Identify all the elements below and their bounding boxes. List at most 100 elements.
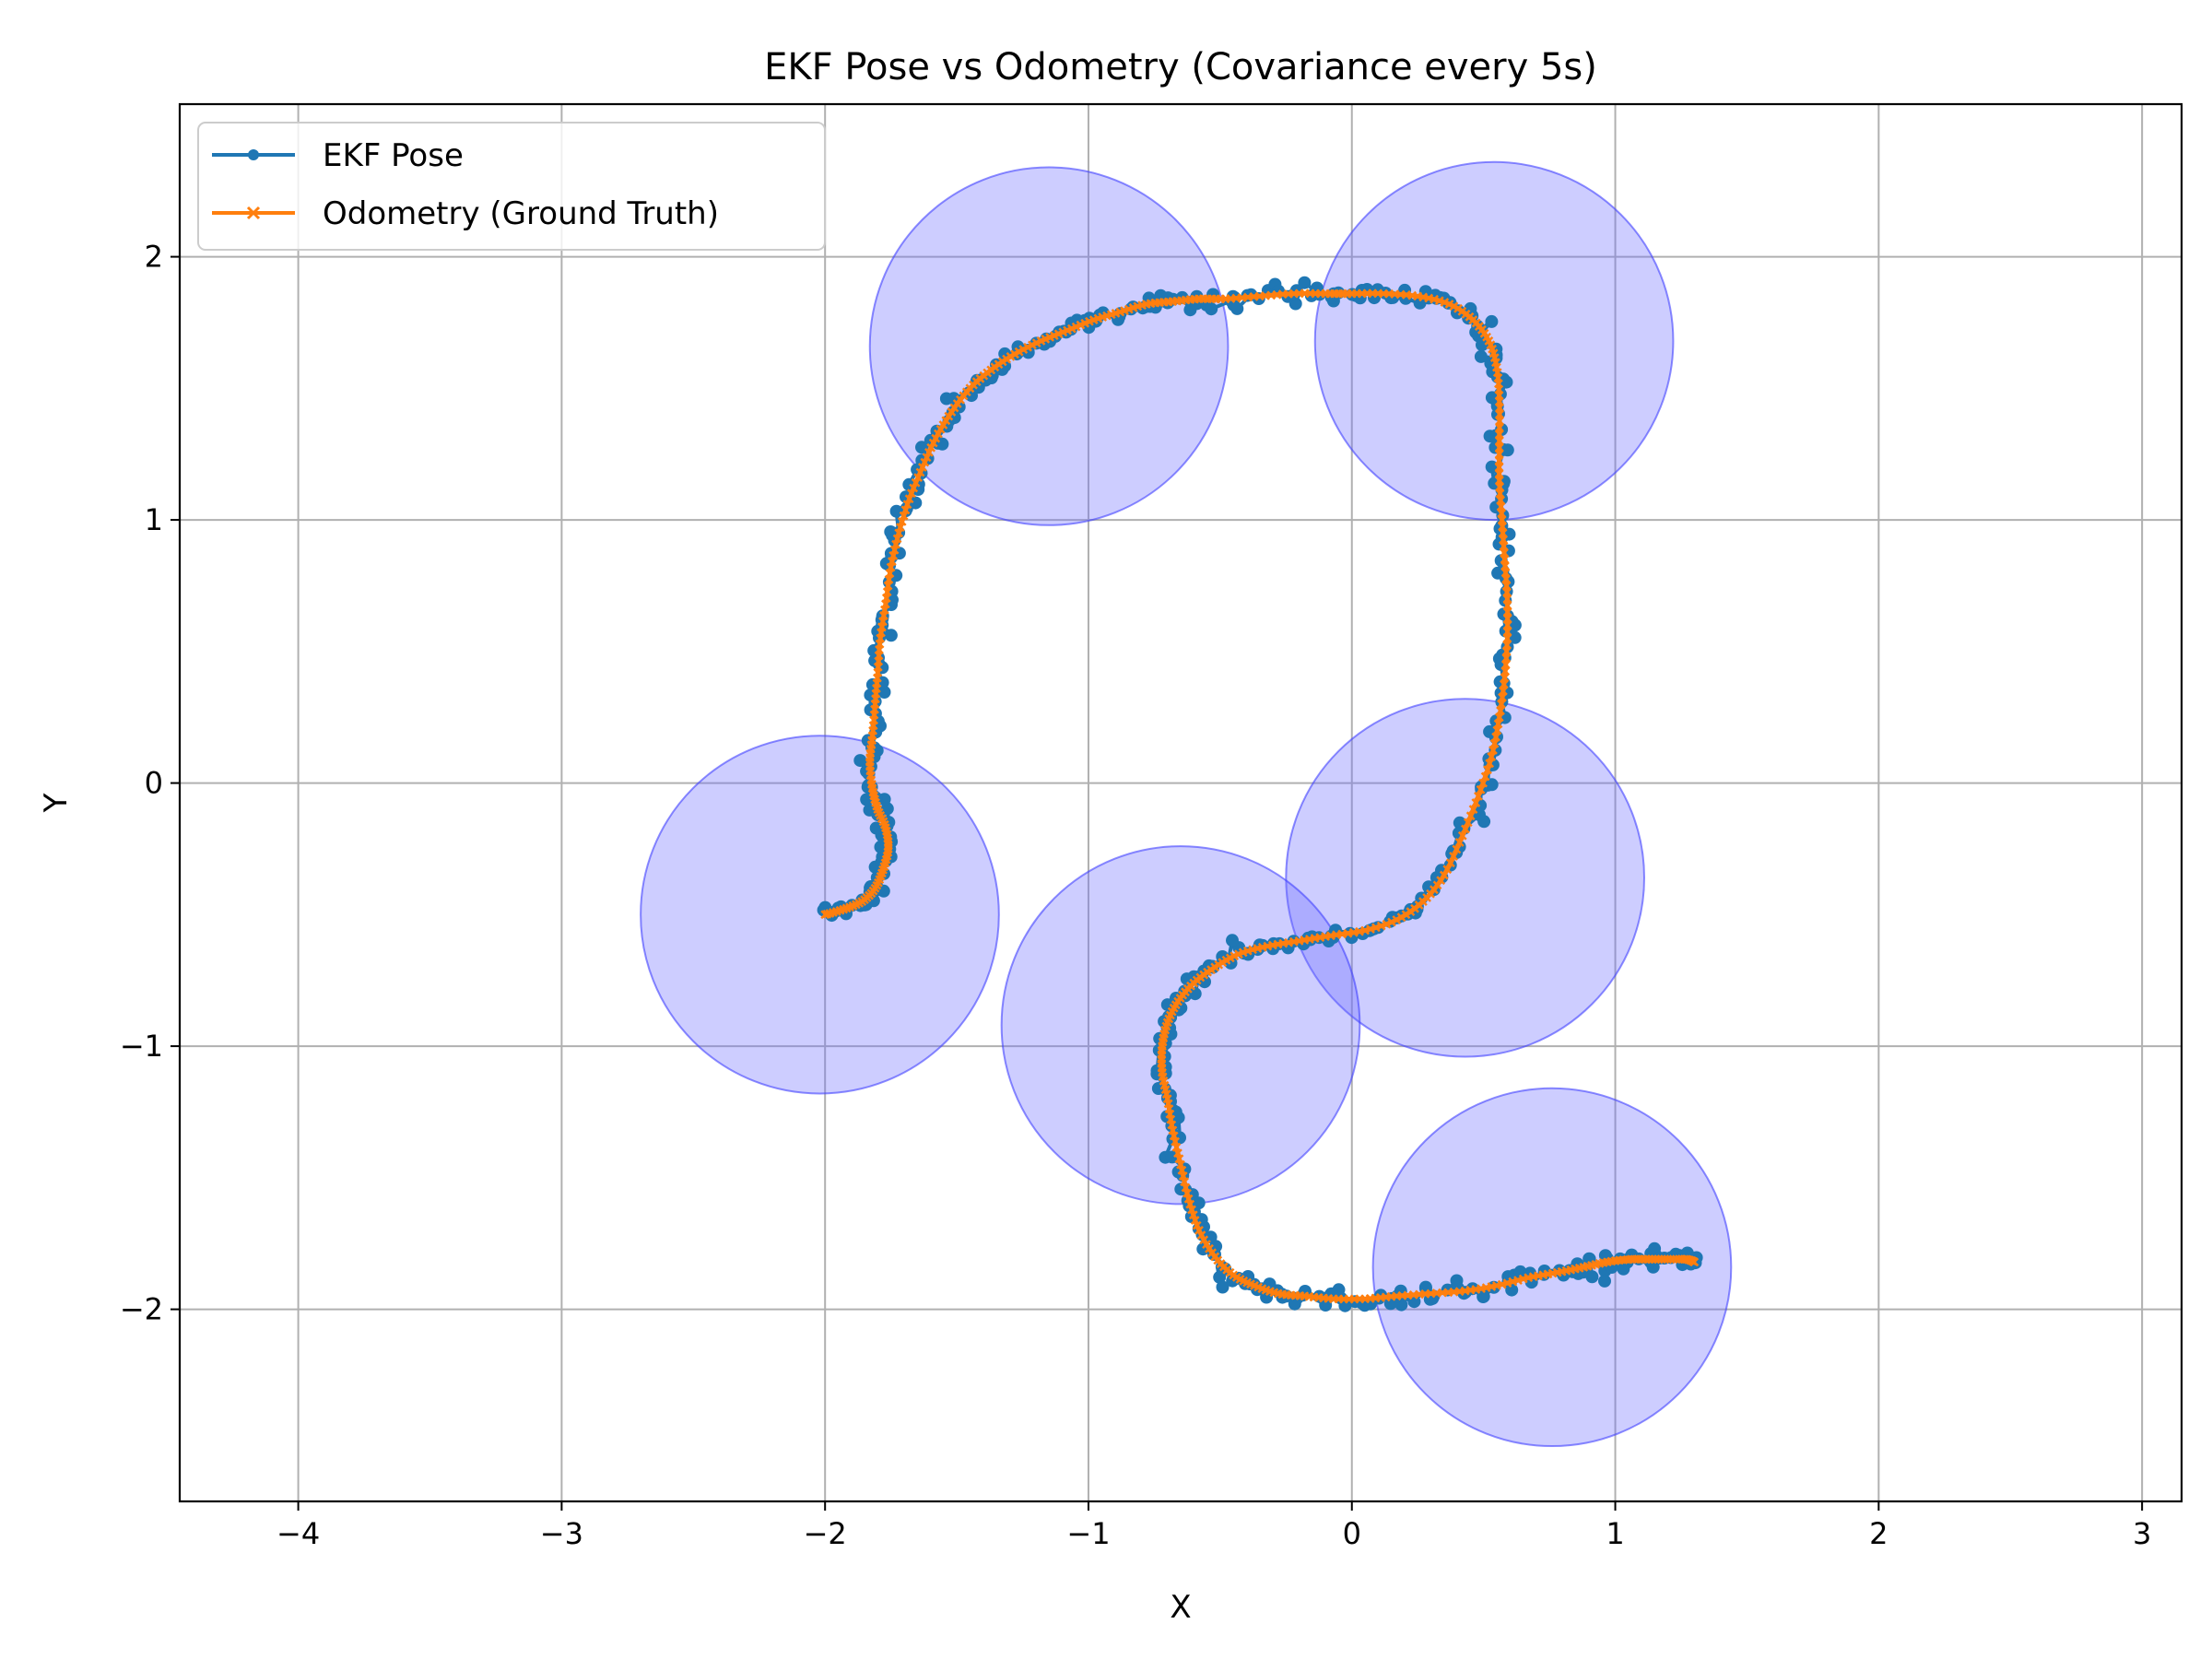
odometry-point [915, 467, 925, 477]
y-axis-label: Y [38, 793, 75, 813]
covariance-ellipses [640, 160, 1733, 1448]
y-tick-label: −1 [120, 1029, 163, 1064]
odometry-point [1444, 300, 1454, 309]
odometry-point [1499, 679, 1509, 689]
chart-title: EKF Pose vs Odometry (Covariance every 5… [764, 46, 1597, 88]
odometry-point [1192, 1220, 1202, 1230]
x-tick-label: 3 [2133, 1516, 2151, 1551]
ekf-pose-point [1213, 1270, 1227, 1284]
ekf-pose-point [1474, 349, 1488, 363]
odometry-point [909, 483, 919, 493]
odometry-point [918, 463, 927, 472]
odometry-point [1010, 349, 1019, 359]
ekf-pose-point [1485, 314, 1499, 328]
odometry-point [1494, 429, 1504, 440]
odometry-point [899, 511, 909, 521]
odometry-point [1487, 752, 1497, 761]
x-tick-label: −2 [804, 1516, 847, 1551]
odometry-point [1497, 700, 1506, 709]
covariance-ellipse [1285, 698, 1645, 1058]
grid [180, 104, 2182, 1501]
odometry-point [1488, 746, 1498, 755]
ekf-pose-point [1298, 276, 1312, 289]
odometry-point [924, 448, 934, 457]
odometry-point [1194, 1226, 1204, 1235]
series [817, 276, 1703, 1312]
x-tick-label: −1 [1066, 1516, 1110, 1551]
legend-box [197, 122, 826, 251]
odometry-point [1495, 409, 1504, 419]
ekf-pose-point [853, 754, 867, 768]
ekf-pose-point [1288, 1297, 1301, 1311]
y-tick-label: 0 [145, 766, 163, 801]
legend-ekf-label: EKF Pose [323, 137, 464, 174]
odometry-point [1401, 910, 1411, 920]
odometry-point [1387, 917, 1396, 927]
odometry-point [934, 429, 943, 439]
odometry-point [922, 453, 932, 463]
odometry-point [938, 420, 948, 429]
ekf-pose-point [1216, 1280, 1230, 1294]
odometry-point [1199, 1235, 1209, 1245]
odometry-point [897, 517, 907, 526]
covariance-ellipse [1313, 160, 1675, 522]
odometry-point [1465, 811, 1476, 821]
covariance-ellipse [1371, 1087, 1733, 1448]
x-axis-label: X [1170, 1589, 1191, 1626]
odometry-point [1496, 706, 1505, 715]
x-tick-label: 2 [1869, 1516, 1888, 1551]
ekf-pose-point [1180, 972, 1194, 986]
odometry-point [902, 500, 912, 510]
y-tick-label: 2 [145, 240, 163, 275]
odometry-point [904, 494, 914, 504]
odometry-point [1014, 347, 1024, 357]
ekf-pose-point [1485, 778, 1499, 792]
y-tick-label: 1 [145, 502, 163, 537]
odometry-point [1006, 352, 1016, 361]
ekf-pose-point [1505, 1283, 1519, 1297]
odometry-point [1457, 830, 1467, 841]
ticks: −4 −3 −2 −1 0 1 2 3 −2 −1 0 1 2 [120, 240, 2151, 1551]
ekf-pose-point [884, 629, 898, 642]
odometry-point [1478, 778, 1488, 788]
x-tick-label: 1 [1606, 1516, 1624, 1551]
odometry-point [1498, 692, 1507, 702]
odometry-point [1494, 436, 1504, 446]
odometry-point [1476, 784, 1486, 794]
odometry-point [1491, 732, 1500, 742]
odometry-point [894, 528, 904, 538]
ekf-pose-point [1500, 375, 1513, 389]
x-tick-label: −3 [540, 1516, 583, 1551]
ekf-pose-point [1598, 1274, 1611, 1288]
odometry-point [907, 488, 916, 499]
legend-odometry-marker [246, 206, 261, 220]
x-tick-label: −4 [276, 1516, 320, 1551]
odometry-point [1468, 805, 1478, 814]
ekf-pose-point [889, 569, 903, 582]
plot-frame [178, 102, 2183, 1503]
ekf-pose-point [1151, 1082, 1165, 1095]
odometry-point [1442, 865, 1453, 875]
ekf-pose-point [1476, 338, 1488, 352]
odometry-point [1485, 759, 1495, 769]
odometry-point [913, 473, 923, 482]
odometry-point [1492, 725, 1502, 735]
odometry-point [1495, 416, 1504, 426]
x-tick-label: 0 [1343, 1516, 1361, 1551]
ekf-pose-point [1205, 302, 1218, 316]
ekf-pose-point [1477, 1289, 1490, 1303]
odometry-point [1494, 712, 1504, 723]
odometry-point [1396, 912, 1406, 923]
odometry-point [935, 424, 946, 434]
odometry-point [1502, 607, 1512, 617]
odometry-point [1018, 345, 1029, 354]
ekf-pose-point [915, 441, 928, 454]
odometry-point [1454, 838, 1465, 847]
odometry-point [931, 433, 941, 443]
ekf-pose-point [1491, 566, 1505, 580]
odometry-point [1392, 915, 1402, 924]
ekf-pose-point [1188, 987, 1202, 1001]
odometry-point [1480, 771, 1490, 782]
